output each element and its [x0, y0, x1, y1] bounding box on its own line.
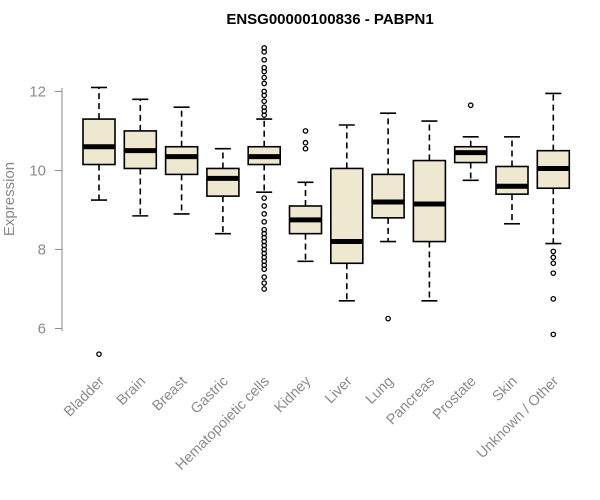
x-tick-label: Prostate [430, 374, 479, 423]
box-unknown-other [536, 92, 571, 338]
x-tick-label: Kidney [272, 373, 315, 416]
x-tick-label: Liver [322, 373, 356, 407]
outlier-point [467, 102, 474, 109]
chart-title: ENSG00000100836 - PABPN1 [226, 11, 433, 28]
outlier-point [261, 56, 268, 63]
y-tick-label: 10 [29, 162, 46, 179]
x-tick-label: Bladder [61, 373, 108, 420]
outlier-point [261, 218, 268, 225]
iqr-box [164, 145, 199, 176]
outlier-point [261, 98, 268, 105]
outlier-point [550, 254, 557, 261]
outlier-point [261, 74, 268, 81]
y-tick-label: 6 [38, 320, 46, 337]
box-prostate [453, 102, 488, 182]
outlier-point [261, 112, 268, 118]
box-pancreas [412, 120, 447, 302]
outlier-point [261, 195, 268, 201]
iqr-box [412, 159, 447, 243]
box-lung [371, 112, 405, 322]
iqr-box [329, 167, 364, 265]
outlier-point [261, 49, 268, 55]
box-series [82, 45, 571, 358]
x-tick-label: Lung [363, 374, 397, 408]
y-axis-ticks: 6 8 10 12 [29, 83, 62, 337]
iqr-box [371, 173, 405, 219]
outlier-point [261, 286, 268, 292]
box-breast [164, 106, 199, 215]
outlier-point [261, 92, 268, 99]
box-hematopoietic-cells [247, 45, 281, 292]
outlier-point [302, 145, 309, 152]
outlier-point [550, 248, 557, 255]
box-skin [495, 136, 529, 225]
outlier-point [550, 270, 557, 277]
box-bladder [82, 86, 116, 358]
box-gastric [206, 147, 240, 235]
x-tick-label: Brain [114, 374, 149, 409]
outlier-point [385, 315, 391, 322]
outlier-point [550, 260, 557, 267]
outlier-point [550, 331, 557, 338]
box-brain [123, 98, 158, 217]
iqr-box [82, 118, 116, 166]
outlier-point [261, 203, 268, 209]
outlier-point [261, 211, 268, 217]
outlier-point [261, 274, 268, 280]
box-liver [329, 124, 364, 302]
outlier-point [550, 296, 557, 302]
y-axis-label: Expression [1, 162, 18, 236]
y-tick-label: 12 [29, 83, 46, 100]
box-kidney [288, 128, 323, 263]
outlier-point [261, 280, 268, 286]
x-tick-label: Skin [490, 374, 521, 405]
outlier-point [302, 139, 309, 146]
y-tick-label: 8 [38, 241, 46, 258]
outlier-point [261, 80, 268, 87]
x-tick-label: Breast [149, 374, 190, 415]
outlier-point [261, 68, 268, 75]
outlier-point [261, 266, 268, 273]
outlier-point [96, 351, 102, 358]
iqr-box [495, 165, 529, 195]
iqr-box [206, 167, 240, 197]
outlier-point [302, 128, 309, 134]
